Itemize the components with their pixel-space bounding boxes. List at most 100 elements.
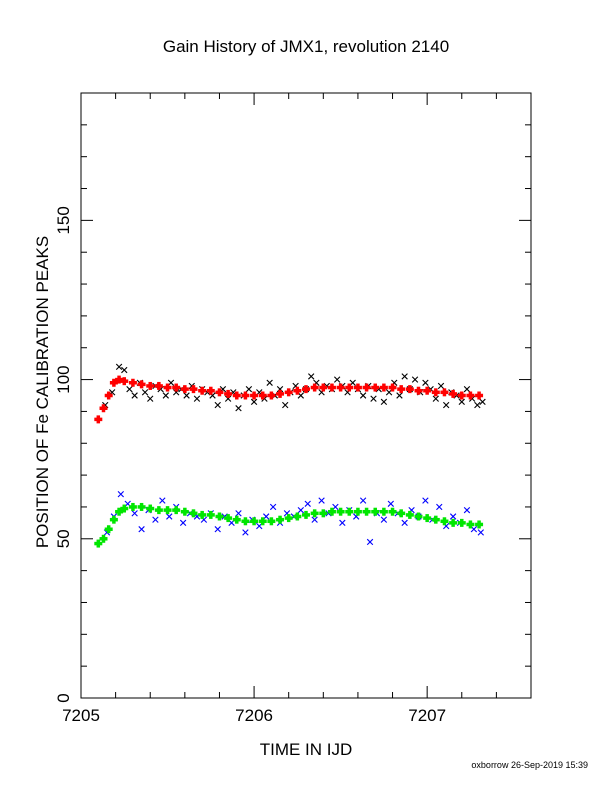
fit-point xyxy=(353,383,362,392)
axis-ticks xyxy=(80,92,532,699)
measurement-point xyxy=(411,376,419,383)
measurement-point xyxy=(193,395,201,402)
fit-point xyxy=(362,383,371,392)
fit-point xyxy=(284,388,293,397)
fit-point xyxy=(327,507,336,516)
measurement-point xyxy=(126,385,133,393)
measurement-point xyxy=(131,510,138,517)
measurement-point xyxy=(463,506,471,514)
fit-point xyxy=(414,386,423,395)
fit-point xyxy=(232,391,241,400)
x-tick-label: 7206 xyxy=(235,706,273,725)
fit-point xyxy=(466,391,475,400)
measurement-point xyxy=(304,500,311,507)
measurement-point xyxy=(311,516,318,523)
fit-point xyxy=(423,514,432,523)
fit-point xyxy=(336,383,345,392)
fit-point xyxy=(232,515,241,524)
fit-point xyxy=(120,504,129,513)
fit-point xyxy=(414,512,423,521)
measurement-point xyxy=(235,405,242,412)
data-marks xyxy=(94,363,486,548)
fit-point xyxy=(276,515,285,524)
measurement-point xyxy=(380,516,388,523)
fit-point xyxy=(109,378,118,387)
y-tick-label: 100 xyxy=(54,365,73,393)
measurement-point xyxy=(366,538,374,546)
measurement-point xyxy=(121,366,128,374)
fit-point xyxy=(258,517,267,526)
y-axis-label: POSITION OF Fe CALIBRATION PEAKS xyxy=(33,236,52,548)
fit-point xyxy=(120,377,129,386)
plot-frame xyxy=(80,92,532,699)
fit-point xyxy=(104,525,113,534)
measurement-point xyxy=(138,526,145,533)
fit-point xyxy=(94,415,103,424)
fit-point xyxy=(431,515,440,524)
fit-point xyxy=(180,385,189,394)
fit-point xyxy=(128,378,137,387)
fit-point xyxy=(206,386,215,395)
measurement-point xyxy=(297,506,304,514)
fit-point xyxy=(180,507,189,516)
measurement-point xyxy=(333,376,341,383)
fit-point xyxy=(440,517,449,526)
fit-point xyxy=(466,520,475,529)
fit-point xyxy=(198,386,207,395)
measurement-point xyxy=(474,401,481,409)
fit-point xyxy=(327,383,336,392)
measurement-point xyxy=(370,395,377,402)
axis-tick-labels: 0 50 100 150 7205 7206 7207 xyxy=(54,206,446,725)
fit-point xyxy=(267,517,276,526)
fit-point xyxy=(405,385,414,394)
fit-point xyxy=(109,515,118,524)
fit-point xyxy=(99,404,108,413)
fit-point xyxy=(189,509,198,518)
fit-point xyxy=(154,506,163,515)
measurement-point xyxy=(224,395,232,402)
fit-point xyxy=(99,534,108,543)
measurement-point xyxy=(318,497,325,504)
fit-point xyxy=(137,380,146,389)
measurement-point xyxy=(437,382,445,390)
fit-point xyxy=(128,502,137,511)
fit-point xyxy=(457,391,466,400)
fit-point xyxy=(379,507,388,516)
measurement-point xyxy=(115,363,123,371)
fit-point xyxy=(457,518,466,527)
fit-point xyxy=(310,383,319,392)
fit-point xyxy=(198,510,207,519)
fit-point xyxy=(146,504,155,513)
fit-point xyxy=(146,381,155,390)
fit-point xyxy=(379,383,388,392)
fit-point xyxy=(94,539,103,548)
measurement-point xyxy=(308,373,315,380)
fit-point xyxy=(353,507,362,516)
measurement-point xyxy=(269,503,277,511)
measurement-point xyxy=(436,503,443,511)
fit-point xyxy=(302,510,310,519)
fit-point xyxy=(250,391,259,400)
y-tick-label: 0 xyxy=(54,693,73,702)
measurement-point xyxy=(166,513,173,520)
measurement-point xyxy=(183,392,190,399)
x-tick-label: 7207 xyxy=(408,706,446,725)
fit-point xyxy=(475,520,484,529)
fit-point xyxy=(293,386,302,395)
measurement-point xyxy=(131,392,138,399)
measurement-point xyxy=(479,398,486,406)
y-tick-label: 150 xyxy=(54,206,73,234)
measurement-point xyxy=(422,497,429,504)
measurement-point xyxy=(147,395,154,402)
fit-point xyxy=(284,514,293,523)
x-tick-label: 7205 xyxy=(62,706,100,725)
measurement-point xyxy=(141,389,149,396)
fit-point xyxy=(345,383,354,392)
measurement-point xyxy=(477,529,484,536)
fit-point xyxy=(258,391,267,400)
chart-title: Gain History of JMX1, revolution 2140 xyxy=(163,37,449,56)
fit-point xyxy=(371,507,380,516)
measurement-point xyxy=(245,385,253,393)
fit-point xyxy=(336,507,345,516)
